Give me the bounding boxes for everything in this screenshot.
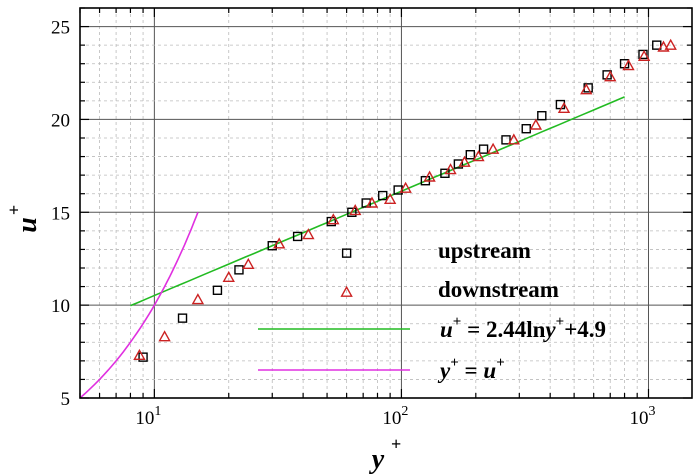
data-markers — [133, 38, 677, 362]
downstream-point — [242, 257, 255, 269]
x-tick-base: 10 — [629, 408, 648, 429]
upstream-point — [138, 352, 148, 362]
y-axis-title-sup: + — [4, 205, 24, 215]
downstream-point — [399, 181, 412, 193]
legend-upstream-label: upstream — [438, 238, 531, 263]
downstream-point — [580, 83, 593, 95]
downstream-point — [327, 213, 340, 225]
upstream-point — [478, 144, 489, 154]
upstream-point — [537, 111, 547, 121]
legend-linear-y: y — [437, 358, 451, 383]
x-tick-label: 102 — [382, 404, 408, 429]
upstream-point — [453, 159, 464, 169]
plot-frame — [79, 7, 693, 399]
upstream-point — [602, 70, 612, 80]
x-axis-title-sup: + — [391, 434, 401, 454]
x-tick-base: 10 — [135, 408, 154, 429]
legend-log-law-u-sup: + — [453, 314, 462, 330]
downstream-point — [458, 155, 471, 167]
upstream-point — [212, 285, 223, 295]
downstream-point — [604, 70, 617, 82]
downstream-point — [622, 59, 635, 71]
y-tick-label: 20 — [51, 110, 70, 131]
y-tick-label: 25 — [51, 18, 70, 39]
upstream-point — [341, 248, 352, 258]
legend-log-law-label: u+ = 2.44lny++4.9 — [440, 314, 606, 342]
y-tick-label: 15 — [51, 203, 70, 224]
x-axis-title: y + — [369, 434, 401, 475]
log-law-line — [130, 96, 625, 307]
legend-linear-y-sup: + — [450, 355, 459, 371]
upstream-point — [267, 241, 277, 251]
y-tick-label: 10 — [51, 296, 70, 317]
downstream-point — [637, 49, 651, 61]
downstream-point — [340, 285, 353, 297]
upstream-point — [361, 198, 371, 208]
downstream-point — [472, 150, 485, 162]
downstream-point — [444, 163, 457, 175]
downstream-point — [664, 38, 677, 50]
y-axis-title: u + — [4, 205, 43, 233]
upstream-point — [652, 40, 662, 50]
upstream-point — [378, 190, 388, 201]
legend-downstream-label: downstream — [438, 277, 559, 302]
legend-linear-u: u — [483, 358, 496, 383]
downstream-point — [191, 293, 205, 305]
x-tick-exp: 1 — [154, 404, 161, 419]
upstream-point — [347, 207, 357, 217]
x-tick-exp: 3 — [648, 404, 655, 419]
upstream-point — [234, 265, 244, 275]
linear-law-line — [80, 212, 199, 398]
downstream-point — [158, 330, 171, 342]
x-tick-exp: 2 — [401, 404, 408, 419]
downstream-point — [222, 270, 235, 282]
upstream-point — [638, 49, 648, 60]
legend-linear-u-sup: + — [496, 355, 505, 371]
legend-log-law-y: y — [542, 317, 556, 342]
reference-curves — [80, 96, 625, 398]
legend-log-law-tail: +4.9 — [564, 317, 606, 342]
downstream-point — [272, 237, 286, 249]
legend-linear-eq: = — [459, 358, 484, 383]
legend-log-law-y-sup: + — [556, 314, 565, 330]
x-tick-base: 10 — [382, 408, 401, 429]
downstream-point — [557, 101, 571, 113]
legend-log-law-u: u — [440, 317, 453, 342]
upstream-point — [501, 135, 511, 145]
downstream-point — [365, 196, 379, 208]
downstream-point — [349, 203, 362, 216]
x-axis-title-base: y — [369, 444, 385, 475]
y-tick-label: 5 — [61, 389, 71, 410]
upstream-point — [465, 150, 476, 160]
legend-log-law-eq: = 2.44ln — [461, 317, 545, 342]
downstream-point — [383, 192, 397, 204]
upstream-point — [177, 313, 188, 323]
downstream-point — [507, 133, 520, 145]
downstream-point — [302, 228, 315, 240]
y-axis-title-base: u — [12, 217, 43, 233]
legend: upstream downstream u+ = 2.44lny++4.9 y+… — [258, 238, 606, 383]
downstream-point — [423, 170, 436, 182]
upstream-point — [292, 231, 303, 242]
x-tick-label: 103 — [629, 404, 655, 429]
downstream-point — [133, 348, 146, 360]
legend-linear-label: y+ = u+ — [437, 355, 505, 383]
downstream-point — [486, 142, 500, 154]
x-tick-label: 101 — [135, 404, 161, 429]
downstream-point — [529, 118, 543, 130]
downstream-point — [657, 40, 670, 52]
